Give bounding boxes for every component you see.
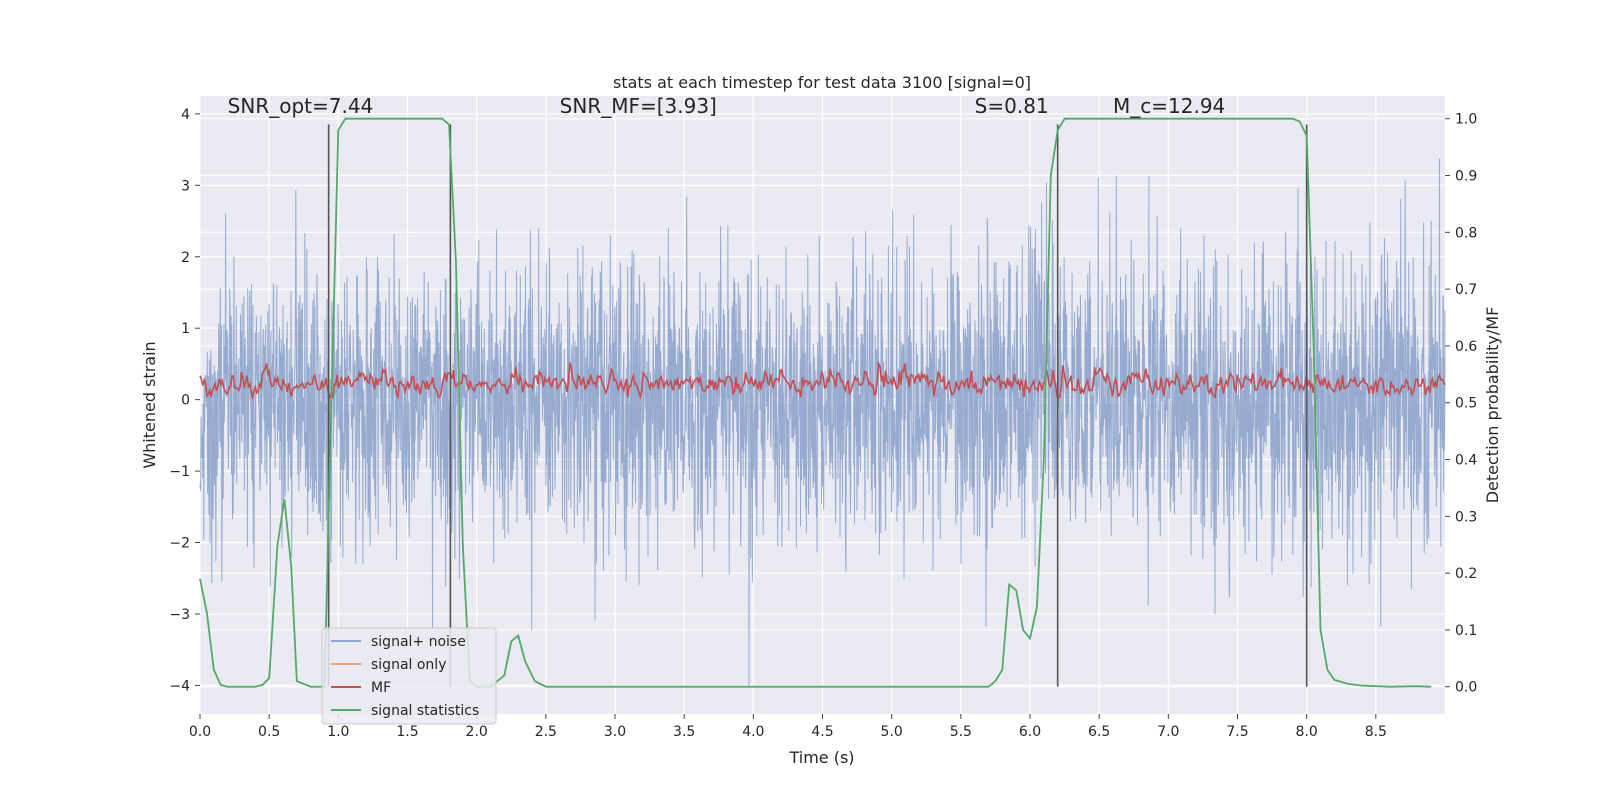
legend-label-mf: MF [371, 680, 391, 696]
y-left-tick-label: 3 [181, 178, 190, 194]
x-tick-label: 1.5 [396, 724, 418, 740]
legend-box [321, 627, 497, 725]
y-right-tick-label: 0.0 [1455, 680, 1477, 696]
signal-noise-line [199, 158, 1446, 686]
signal-statistics-line [199, 117, 1432, 688]
x-tick-label: 4.0 [742, 724, 764, 740]
y-left-axis-label: Whitened strain [140, 341, 159, 468]
annotations: SNR_opt=7.44 SNR_MF=[3.93] S=0.81 M_c=12.94 [228, 94, 1226, 118]
x-axis-ticks: 0.0 0.5 1.0 1.5 2.0 2.5 3.0 3.5 4.0 4.5 5.0 5.5 6.0 6… [189, 714, 1387, 740]
y-right-tick-label: 0.1 [1455, 623, 1477, 639]
vertical-lines [327, 124, 1308, 687]
x-tick-label: 5.0 [881, 724, 903, 740]
x-tick-label: 6.5 [1088, 724, 1110, 740]
y-right-tick-label: 0.4 [1455, 453, 1477, 469]
annotation-label: S=0.81 [975, 94, 1049, 118]
y-left-tick-label: 1 [181, 321, 190, 337]
x-tick-label: 0.5 [258, 724, 280, 740]
signal-statistics-series [199, 117, 1432, 688]
x-tick-label: 2.0 [466, 724, 488, 740]
x-tick-label: 7.5 [1226, 724, 1248, 740]
y-left-tick-label: −2 [169, 536, 190, 552]
y-right-ticks: 1.0 0.9 0.8 0.7 0.6 0.5 0.4 0.3 0.2 0.1 0.0 [1445, 112, 1477, 696]
y-left-ticks: 4 3 2 1 0 −1 −2 −3 −4 [169, 107, 200, 694]
annotation-label: SNR_MF=[3.93] [560, 94, 717, 118]
x-tick-label: 5.5 [950, 724, 972, 740]
legend-label-signal-noise: signal+ noise [371, 634, 466, 650]
y-right-tick-label: 0.9 [1455, 169, 1477, 185]
chart-title: stats at each timestep for test data 310… [613, 73, 1031, 92]
legend-label-signal-only: signal only [371, 657, 446, 673]
annotation-label: SNR_opt=7.44 [228, 94, 374, 118]
y-right-tick-label: 0.2 [1455, 566, 1477, 582]
x-tick-label: 6.0 [1019, 724, 1041, 740]
mf-series [199, 360, 1446, 401]
y-left-tick-label: −4 [169, 678, 190, 694]
y-right-tick-label: 0.5 [1455, 396, 1477, 412]
y-right-tick-label: 0.3 [1455, 509, 1477, 525]
y-left-tick-label: −3 [169, 607, 190, 623]
y-left-tick-label: 4 [181, 107, 190, 123]
x-tick-label: 3.0 [604, 724, 626, 740]
x-tick-label: 4.5 [811, 724, 833, 740]
y-left-tick-label: −1 [169, 464, 190, 480]
x-tick-label: 3.5 [673, 724, 695, 740]
y-right-axis-label: Detection probability/MF [1483, 307, 1502, 504]
mf-line [199, 360, 1446, 401]
x-tick-label: 2.5 [535, 724, 557, 740]
y-left-tick-label: 2 [181, 250, 190, 266]
y-left-tick-label: 0 [181, 393, 190, 409]
signal-noise-series [199, 158, 1446, 686]
annotation-label: M_c=12.94 [1113, 94, 1225, 118]
y-right-tick-label: 0.8 [1455, 225, 1477, 241]
legend-label-signal-statistics: signal statistics [371, 703, 479, 719]
x-tick-label: 0.0 [189, 724, 211, 740]
legend[interactable]: signal+ noise signal only MF signal stat… [321, 627, 497, 725]
y-right-tick-label: 0.7 [1455, 282, 1477, 298]
x-tick-label: 7.0 [1157, 724, 1179, 740]
y-right-tick-label: 0.6 [1455, 339, 1477, 355]
x-tick-label: 1.0 [327, 724, 349, 740]
x-tick-label: 8.5 [1365, 724, 1387, 740]
x-axis-label: Time (s) [788, 748, 854, 767]
x-tick-label: 8.0 [1296, 724, 1318, 740]
y-right-tick-label: 1.0 [1455, 112, 1477, 128]
